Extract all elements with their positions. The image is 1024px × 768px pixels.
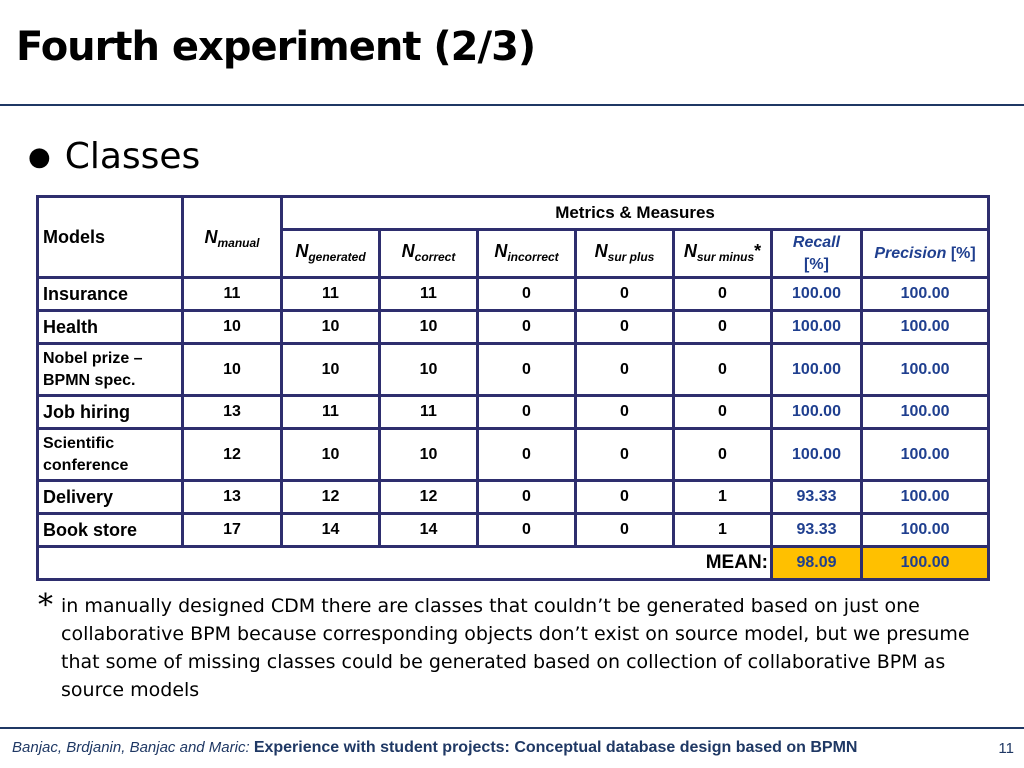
row-n-generated: 12 — [280, 479, 381, 515]
row-n-sur-minus: 0 — [672, 394, 773, 430]
bullet-item: ● Classes — [28, 136, 200, 177]
row-model: Insurance — [36, 276, 184, 312]
footnote-marker: * — [38, 588, 53, 623]
slide-footer: Banjac, Brdjanin, Banjac and Maric: Expe… — [12, 739, 857, 757]
row-n-manual: 13 — [181, 479, 283, 515]
footer-project-title: Experience with student projects: Concep… — [253, 739, 858, 756]
header-metrics-measures: Metrics & Measures — [279, 195, 991, 231]
row-n-correct: 10 — [378, 342, 479, 397]
footnote: * in manually designed CDM there are cla… — [38, 588, 998, 704]
row-n-sur-plus: 0 — [574, 512, 675, 548]
footer-divider — [0, 727, 1024, 729]
table-row: Scientific conference 12 10 10 0 0 0 100.… — [36, 427, 991, 482]
row-n-generated: 11 — [280, 394, 381, 430]
row-recall: 100.00 — [770, 427, 863, 482]
header-n-generated: Ngenerated — [280, 228, 381, 279]
row-precision: 100.00 — [859, 512, 991, 548]
header-models: Models — [36, 195, 184, 279]
row-precision: 100.00 — [859, 427, 991, 482]
row-precision: 100.00 — [859, 479, 991, 515]
table-row: Book store 17 14 14 0 0 1 93.33 100.00 — [36, 512, 991, 548]
row-n-sur-plus: 0 — [574, 427, 675, 482]
header-n-manual: Nmanual — [181, 195, 283, 279]
row-n-incorrect: 0 — [476, 512, 577, 548]
header-recall: Recall [%] — [770, 228, 863, 279]
row-n-manual: 10 — [181, 342, 283, 397]
footer-authors: Banjac, Brdjanin, Banjac and Maric: — [12, 739, 250, 756]
row-n-manual: 13 — [181, 394, 283, 430]
row-n-sur-plus: 0 — [574, 479, 675, 515]
header-precision: Precision [%] — [859, 228, 991, 279]
row-n-manual: 17 — [181, 512, 283, 548]
mean-precision: 100.00 — [859, 545, 991, 581]
row-n-incorrect: 0 — [476, 342, 577, 397]
row-model: Delivery — [36, 479, 184, 515]
row-model: Job hiring — [36, 394, 184, 430]
row-n-sur-minus: 0 — [672, 276, 773, 312]
row-n-incorrect: 0 — [476, 276, 577, 312]
footnote-text: in manually designed CDM there are class… — [61, 595, 970, 701]
row-n-generated: 10 — [280, 427, 381, 482]
row-n-sur-plus: 0 — [574, 394, 675, 430]
row-n-incorrect: 0 — [476, 427, 577, 482]
row-n-correct: 11 — [378, 394, 479, 430]
row-n-generated: 10 — [280, 309, 381, 345]
table-row: Delivery 13 12 12 0 0 1 93.33 100.00 — [36, 479, 991, 515]
row-n-correct: 11 — [378, 276, 479, 312]
row-n-sur-plus: 0 — [574, 309, 675, 345]
row-n-correct: 12 — [378, 479, 479, 515]
slide-title: Fourth experiment (2/3) — [16, 24, 536, 70]
row-recall: 100.00 — [770, 309, 863, 345]
mean-recall: 98.09 — [770, 545, 863, 581]
table-row: Health 10 10 10 0 0 0 100.00 100.00 — [36, 309, 991, 345]
table-row: Nobel prize – BPMN spec. 10 10 10 0 0 0 1… — [36, 342, 991, 397]
header-n-sur-plus: Nsur plus — [574, 228, 675, 279]
row-n-correct: 14 — [378, 512, 479, 548]
table-row: Job hiring 13 11 11 0 0 0 100.00 100.00 — [36, 394, 991, 430]
row-n-sur-plus: 0 — [574, 276, 675, 312]
row-precision: 100.00 — [859, 342, 991, 397]
row-recall: 100.00 — [770, 394, 863, 430]
row-model: Scientific conference — [36, 427, 184, 482]
row-n-sur-minus: 1 — [672, 479, 773, 515]
row-recall: 93.33 — [770, 512, 863, 548]
row-recall: 100.00 — [770, 276, 863, 312]
row-model: Book store — [36, 512, 184, 548]
row-n-sur-minus: 0 — [672, 342, 773, 397]
row-n-sur-minus: 1 — [672, 512, 773, 548]
row-n-sur-minus: 0 — [672, 427, 773, 482]
bullet-dot-icon: ● — [28, 141, 51, 172]
table-row: Insurance 11 11 11 0 0 0 100.00 100.00 — [36, 276, 991, 312]
row-n-correct: 10 — [378, 427, 479, 482]
row-model: Health — [36, 309, 184, 345]
metrics-table: Models Nmanual Metrics & Measures Ngener… — [36, 195, 991, 581]
row-n-generated: 11 — [280, 276, 381, 312]
row-precision: 100.00 — [859, 309, 991, 345]
bullet-text: Classes — [64, 136, 201, 177]
row-recall: 93.33 — [770, 479, 863, 515]
row-precision: 100.00 — [859, 394, 991, 430]
header-n-correct: Ncorrect — [378, 228, 479, 279]
row-n-sur-plus: 0 — [574, 342, 675, 397]
row-n-incorrect: 0 — [476, 479, 577, 515]
row-recall: 100.00 — [770, 342, 863, 397]
row-n-incorrect: 0 — [476, 394, 577, 430]
mean-label: MEAN: — [36, 545, 773, 581]
header-n-sur-minus: Nsur minus* — [672, 228, 773, 279]
title-divider — [0, 104, 1024, 106]
row-n-generated: 14 — [280, 512, 381, 548]
header-n-incorrect: Nincorrect — [476, 228, 577, 279]
mean-row: MEAN: 98.09 100.00 — [36, 545, 991, 581]
row-n-manual: 12 — [181, 427, 283, 482]
row-n-manual: 11 — [181, 276, 283, 312]
row-n-generated: 10 — [280, 342, 381, 397]
row-n-incorrect: 0 — [476, 309, 577, 345]
row-n-manual: 10 — [181, 309, 283, 345]
page-number: 11 — [998, 740, 1014, 757]
row-model: Nobel prize – BPMN spec. — [36, 342, 184, 397]
row-precision: 100.00 — [859, 276, 991, 312]
row-n-correct: 10 — [378, 309, 479, 345]
row-n-sur-minus: 0 — [672, 309, 773, 345]
